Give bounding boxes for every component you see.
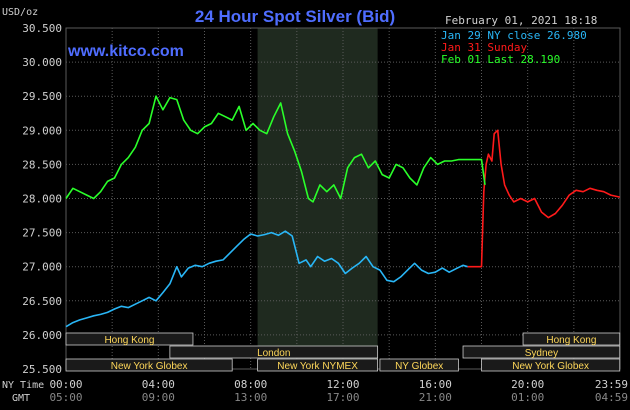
- nymex-shaded-region: [257, 28, 378, 369]
- session-label: New York NYMEX: [277, 361, 358, 372]
- session-bars: Hong Kong Hong Kong London Sydney New York G…: [65, 332, 621, 372]
- session-bar: [65, 332, 194, 346]
- y-unit-label: USD/oz: [2, 7, 38, 18]
- session-bar: [65, 358, 233, 372]
- y-tick-label: 26.500: [22, 295, 62, 308]
- x-tick-gmt: 13:00: [234, 391, 267, 404]
- y-tick-label: 29.000: [22, 124, 62, 137]
- legend-entry-ny-close: Jan 29 NY close 26.980: [441, 29, 587, 42]
- x-tick-gmt: 01:00: [511, 391, 544, 404]
- session-bar: [481, 358, 621, 372]
- x-tick-gmt: 05:00: [49, 391, 82, 404]
- chart-title: 24 Hour Spot Silver (Bid): [195, 7, 395, 26]
- y-tick-label: 25.500: [22, 363, 62, 376]
- session-label: London: [257, 348, 290, 359]
- x-tick-ny: 20:00: [511, 378, 544, 391]
- y-tick-label: 28.500: [22, 158, 62, 171]
- shaded-region: [257, 28, 378, 369]
- gmt-label: GMT: [12, 393, 30, 404]
- series-line: [467, 129, 620, 268]
- y-tick-label: 28.000: [22, 193, 62, 206]
- legend-entry-last: Feb 01 Last 28.190: [441, 53, 560, 66]
- series-lines: [65, 95, 620, 328]
- session-label: Sydney: [525, 348, 558, 359]
- y-tick-label: 29.500: [22, 90, 62, 103]
- session-bar: [257, 358, 379, 372]
- y-tick-label: 26.000: [22, 329, 62, 342]
- session-label: New York Globex: [111, 361, 188, 372]
- ny-time-label: NY Time: [2, 380, 44, 391]
- x-tick-gmt: 04:59: [595, 391, 628, 404]
- y-tick-labels: 25.500 26.000 26.500 27.000 27.500 28.000 28.5…: [22, 22, 62, 376]
- date-stamp: February 01, 2021 18:18: [445, 14, 597, 27]
- session-bar: [462, 345, 621, 359]
- x-tick-ny: 12:00: [326, 378, 359, 391]
- session-bar: [169, 345, 379, 359]
- x-tick-gmt: 21:00: [419, 391, 452, 404]
- x-tick-ny: 08:00: [234, 378, 267, 391]
- session-label: Hong Kong: [546, 335, 596, 346]
- session-label: NY Globex: [395, 361, 443, 372]
- legend-entry-sunday: Jan 31 Sunday: [441, 41, 527, 54]
- session-label: Hong Kong: [104, 335, 154, 346]
- x-tick-ny: 23:59: [595, 378, 628, 391]
- x-tick-ny: 04:00: [142, 378, 175, 391]
- x-tick-gmt: 17:00: [326, 391, 359, 404]
- y-tick-label: 27.000: [22, 261, 62, 274]
- series-line: [65, 95, 486, 203]
- series-line: [65, 230, 468, 328]
- x-tick-ny: 16:00: [419, 378, 452, 391]
- legend: Jan 29 NY close 26.980 Jan 31 Sunday Feb…: [441, 29, 587, 66]
- y-tick-label: 27.500: [22, 227, 62, 240]
- session-label: New York Globex: [512, 361, 589, 372]
- x-tick-ny: 00:00: [49, 378, 82, 391]
- session-bar: [522, 332, 621, 346]
- y-tick-label: 30.500: [22, 22, 62, 35]
- y-tick-label: 30.000: [22, 56, 62, 69]
- session-bar: [379, 358, 459, 372]
- watermark: www.kitco.com: [67, 43, 184, 60]
- x-tick-gmt: 09:00: [142, 391, 175, 404]
